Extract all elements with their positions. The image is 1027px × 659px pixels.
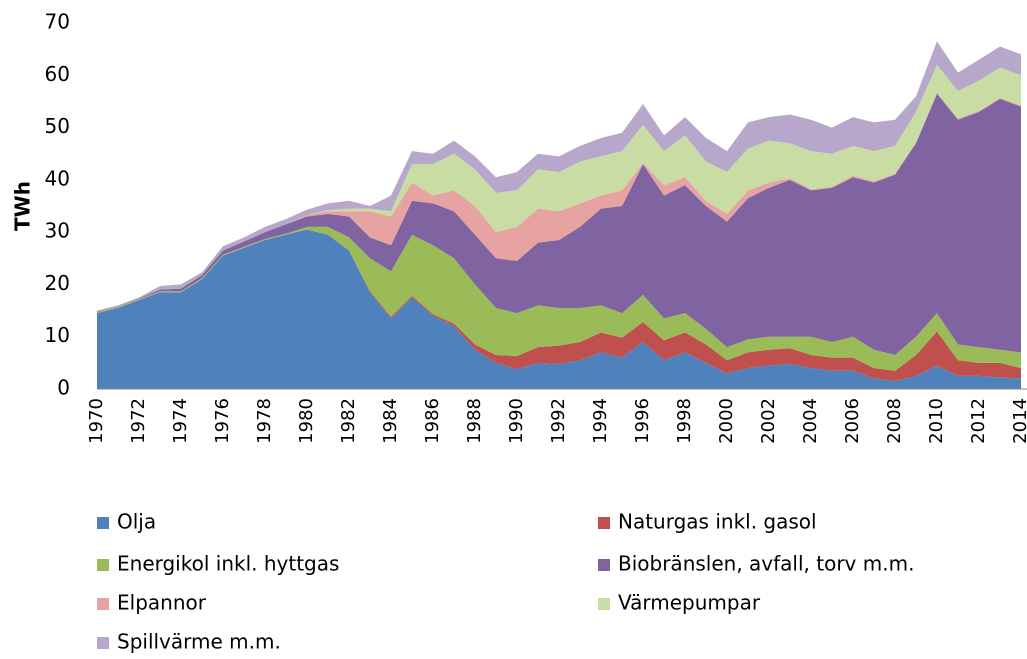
x-tick-label: 1970 (86, 398, 107, 444)
y-tick-label: 40 (45, 166, 70, 190)
legend-label: Elpannor (117, 591, 207, 615)
x-tick-label: 1994 (590, 398, 611, 444)
x-tick-label: 2006 (842, 398, 863, 444)
x-tick-label: 1980 (296, 398, 317, 444)
x-tick-label: 1974 (170, 398, 191, 444)
legend-swatch (598, 559, 610, 571)
x-tick-label: 1988 (464, 398, 485, 444)
y-tick-label: 20 (45, 271, 70, 295)
x-tick-label: 2010 (926, 398, 947, 444)
x-tick-label: 1978 (254, 398, 275, 444)
area (97, 226, 1021, 371)
area (97, 229, 1021, 382)
legend-label: Spillvärme m.m. (117, 630, 281, 654)
legend-swatch (97, 559, 109, 571)
area (97, 41, 1021, 312)
x-tick-label: 2000 (716, 398, 737, 444)
legend-swatch (97, 598, 109, 610)
legend-label: Värmepumpar (618, 591, 761, 615)
x-tick-label: 1986 (422, 398, 443, 444)
y-tick-label: 60 (45, 62, 70, 86)
x-tick-label: 1990 (506, 398, 527, 444)
legend-swatch (598, 517, 610, 529)
area (97, 229, 1021, 389)
area (97, 64, 1021, 312)
area (97, 93, 1021, 356)
x-tick-label: 1976 (212, 398, 233, 444)
y-tick-label: 50 (45, 114, 70, 138)
legend-swatch (97, 517, 109, 529)
y-tick-label: 70 (45, 10, 70, 34)
x-tick-label: 2014 (1010, 398, 1027, 444)
x-tick-label: 1972 (128, 398, 149, 444)
x-tick-label: 1984 (380, 398, 401, 444)
legend-label: Olja (117, 510, 156, 534)
y-tick-label: 10 (45, 323, 70, 347)
x-tick-label: 2012 (968, 398, 989, 444)
x-tick-label: 1998 (674, 398, 695, 444)
y-tick-label: 30 (45, 219, 70, 243)
legend-swatch (598, 598, 610, 610)
x-tick-label: 2002 (758, 398, 779, 444)
legend-label: Naturgas inkl. gasol (618, 510, 817, 534)
legend-swatch (97, 637, 109, 649)
y-axis-label: TWh (11, 181, 35, 231)
y-tick-label: 0 (57, 376, 70, 400)
x-tick-label: 2008 (884, 398, 905, 444)
legend-label: Energikol inkl. hyttgas (117, 552, 339, 576)
x-tick-label: 1982 (338, 398, 359, 444)
x-tick-label: 1996 (632, 398, 653, 444)
legend-label: Biobränslen, avfall, torv m.m. (618, 552, 914, 576)
x-tick-label: 1992 (548, 398, 569, 444)
x-tick-label: 2004 (800, 398, 821, 444)
